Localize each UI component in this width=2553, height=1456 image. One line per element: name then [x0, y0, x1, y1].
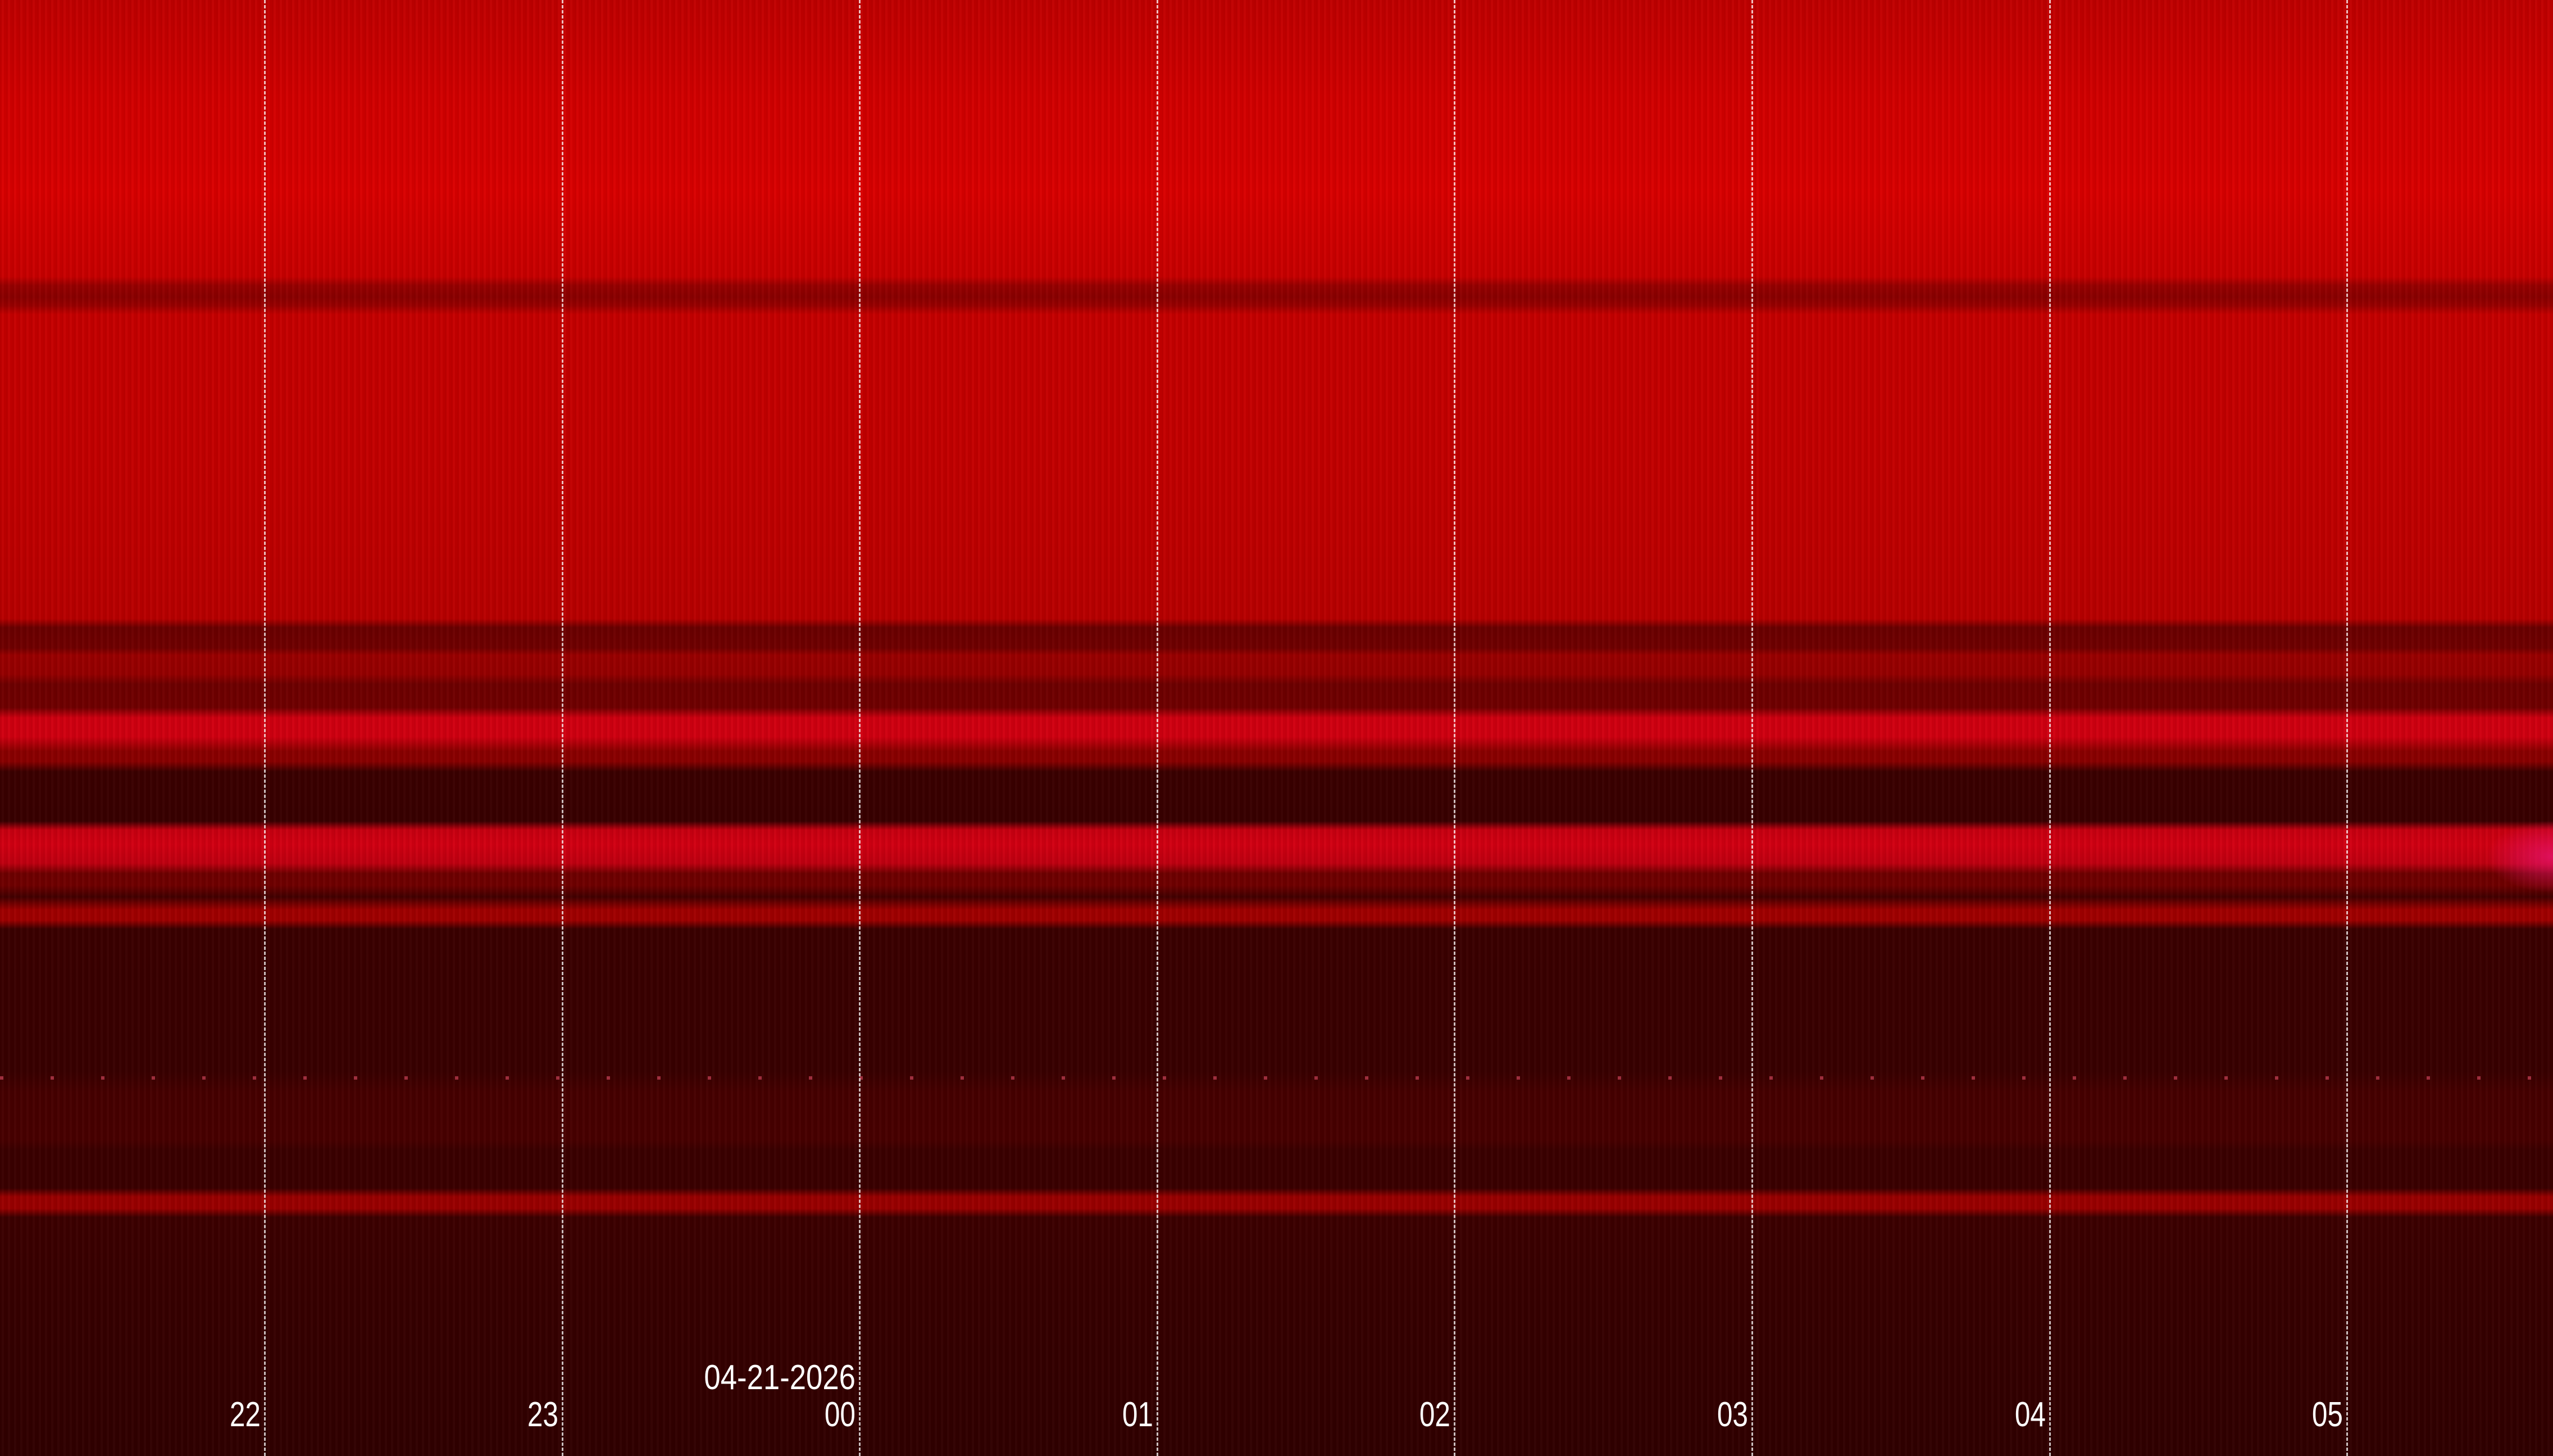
signal-hotspot	[2486, 820, 2553, 893]
grid-line-23	[561, 0, 563, 1456]
x-tick-label-01: 01	[1122, 1395, 1153, 1434]
grid-line-05	[2346, 0, 2349, 1456]
grid-line-01	[1156, 0, 1158, 1456]
grid-line-03	[1751, 0, 1753, 1456]
grid-line-02	[1454, 0, 1456, 1456]
x-tick-label-05: 05	[2312, 1395, 2343, 1434]
x-tick-label-04: 04	[2014, 1395, 2046, 1434]
x-tick-label-03: 03	[1717, 1395, 1748, 1434]
grid-line-04	[2049, 0, 2051, 1456]
grid-line-22	[264, 0, 266, 1456]
x-tick-label-00: 00	[825, 1395, 856, 1434]
x-tick-label-02: 02	[1419, 1395, 1451, 1434]
interference-dots	[0, 1076, 2553, 1080]
x-tick-label-23: 23	[527, 1395, 558, 1434]
date-label: 04-21-2026	[704, 1358, 856, 1397]
x-tick-label-22: 22	[229, 1395, 261, 1434]
grid-line-00	[859, 0, 861, 1456]
